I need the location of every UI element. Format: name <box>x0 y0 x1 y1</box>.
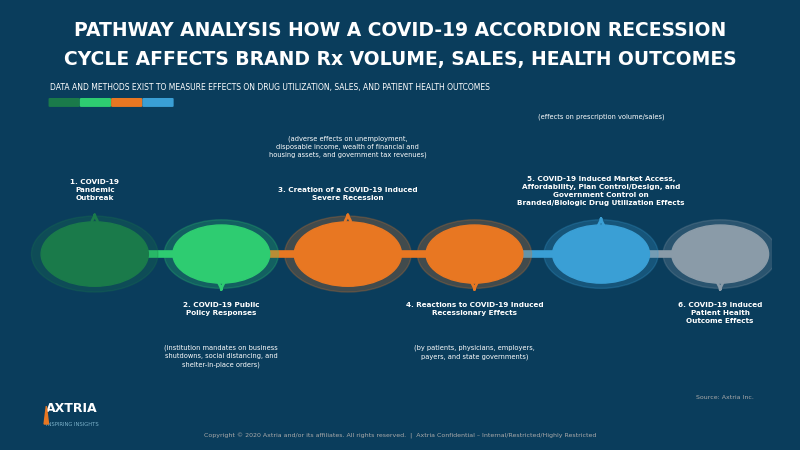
Circle shape <box>544 220 658 288</box>
Polygon shape <box>44 406 49 424</box>
Text: 5. COVID-19 Induced Market Access,
Affordability, Plan Control/Design, and
Gover: 5. COVID-19 Induced Market Access, Affor… <box>518 176 685 206</box>
Text: (institution mandates on business
shutdowns, social distancing, and
shelter-in-p: (institution mandates on business shutdo… <box>165 345 278 368</box>
Circle shape <box>41 222 148 286</box>
Circle shape <box>31 216 158 292</box>
FancyBboxPatch shape <box>142 98 174 107</box>
Circle shape <box>663 220 778 288</box>
Text: Source: Axtria Inc.: Source: Axtria Inc. <box>696 395 754 400</box>
Text: CYCLE AFFECTS BRAND Rx VOLUME, SALES, HEALTH OUTCOMES: CYCLE AFFECTS BRAND Rx VOLUME, SALES, HE… <box>64 50 736 69</box>
Text: 6. COVID-19 Induced
Patient Health
Outcome Effects: 6. COVID-19 Induced Patient Health Outco… <box>678 302 762 324</box>
Text: AXTRIA: AXTRIA <box>46 402 98 415</box>
Text: 2. COVID-19 Public
Policy Responses: 2. COVID-19 Public Policy Responses <box>183 302 259 316</box>
Text: Copyright © 2020 Axtria and/or its affiliates. All rights reserved.  |  Axtria C: Copyright © 2020 Axtria and/or its affil… <box>204 433 596 439</box>
FancyBboxPatch shape <box>80 98 111 107</box>
FancyBboxPatch shape <box>111 98 142 107</box>
Text: PATHWAY ANALYSIS HOW A COVID-19 ACCORDION RECESSION: PATHWAY ANALYSIS HOW A COVID-19 ACCORDIO… <box>74 21 726 40</box>
Circle shape <box>418 220 531 288</box>
Text: 1. COVID-19
Pandemic
Outbreak: 1. COVID-19 Pandemic Outbreak <box>70 179 119 201</box>
Text: (by patients, physicians, employers,
payers, and state governments): (by patients, physicians, employers, pay… <box>414 345 535 360</box>
Circle shape <box>285 216 411 292</box>
Circle shape <box>164 220 278 288</box>
Circle shape <box>173 225 270 283</box>
FancyBboxPatch shape <box>49 98 80 107</box>
Text: 3. Creation of a COVID-19 Induced
Severe Recession: 3. Creation of a COVID-19 Induced Severe… <box>278 187 418 201</box>
Text: (adverse effects on unemployment,
disposable income, wealth of financial and
hou: (adverse effects on unemployment, dispos… <box>269 135 426 158</box>
Text: 4. Reactions to COVID-19 Induced
Recessionary Effects: 4. Reactions to COVID-19 Induced Recessi… <box>406 302 543 316</box>
Text: (effects on prescription volume/sales): (effects on prescription volume/sales) <box>538 114 664 120</box>
Circle shape <box>553 225 650 283</box>
Circle shape <box>294 222 402 286</box>
Circle shape <box>672 225 769 283</box>
Text: DATA AND METHODS EXIST TO MEASURE EFFECTS ON DRUG UTILIZATION, SALES, AND PATIEN: DATA AND METHODS EXIST TO MEASURE EFFECT… <box>50 83 490 92</box>
Text: INSPIRING INSIGHTS: INSPIRING INSIGHTS <box>46 422 99 427</box>
Circle shape <box>426 225 523 283</box>
